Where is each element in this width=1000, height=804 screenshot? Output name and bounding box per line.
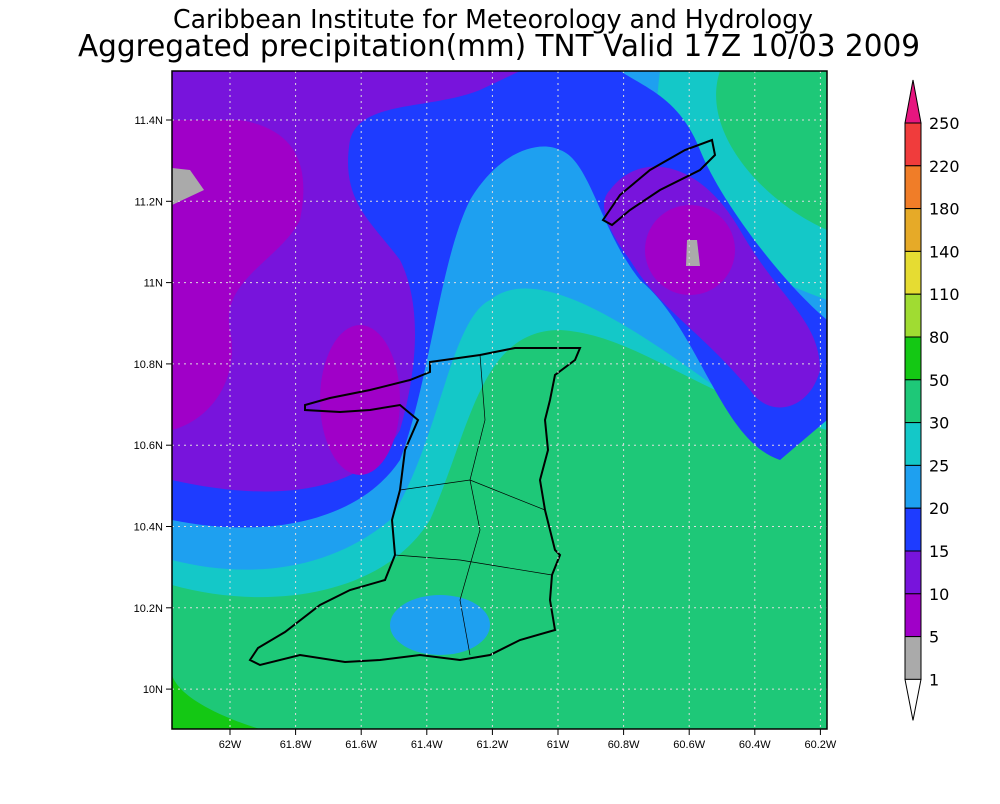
colorbar-label: 25 <box>929 456 949 475</box>
colorbar-label: 220 <box>929 157 960 176</box>
map-fill <box>172 71 827 729</box>
colorbar-label: 250 <box>929 114 960 133</box>
lon-tick-label: 61.6W <box>345 739 377 751</box>
lon-tick-label: 60.6W <box>673 739 705 751</box>
lon-tick-label: 62W <box>219 739 242 751</box>
colorbar-label: 110 <box>929 285 960 304</box>
colorbar-top <box>904 79 922 124</box>
colorbar-label: 30 <box>929 414 949 433</box>
lat-tick-label: 10.8N <box>134 359 163 371</box>
colorbar-label: 1 <box>929 670 939 689</box>
colorbar-box <box>904 550 922 595</box>
colorbar-box <box>904 636 922 680</box>
colorbar-label: 50 <box>929 371 949 390</box>
colorbar-label: 180 <box>929 200 960 219</box>
colorbar-label: 140 <box>929 242 960 261</box>
colorbar-bottom <box>904 678 922 721</box>
lon-tick-label: 61.2W <box>477 739 509 751</box>
colorbar-label: 80 <box>929 328 949 347</box>
colorbar-box <box>904 250 922 295</box>
lon-tick-label: 61.4W <box>411 739 443 751</box>
title: Caribbean Institute for Meteorology and … <box>173 5 813 35</box>
colorbar-label: 10 <box>929 585 949 604</box>
lat-tick-label: 10.6N <box>134 440 163 452</box>
lon-tick-label: 60.8W <box>608 739 640 751</box>
colorbar-box <box>904 293 922 338</box>
lat-tick-label: 10N <box>143 684 163 696</box>
lat-tick-label: 10.2N <box>134 603 163 615</box>
lat-tick-label: 11N <box>144 278 163 290</box>
colorbar-box <box>904 593 922 638</box>
colorbar-box <box>904 165 922 210</box>
colorbar-box <box>904 507 922 552</box>
lon-tick-label: 60.2W <box>805 739 837 751</box>
lon-tick-label: 61.8W <box>280 739 312 751</box>
colorbar-box <box>904 122 922 167</box>
lat-tick-label: 11.4N <box>134 115 163 127</box>
colorbar-label: 5 <box>929 628 939 647</box>
grid <box>172 71 827 729</box>
plot-frame <box>171 70 828 730</box>
lon-tick-label: 60.4W <box>739 739 771 751</box>
lon-tick-label: 61W <box>547 739 570 751</box>
colorbar-label: 15 <box>929 542 949 561</box>
lat-tick-label: 11.2N <box>134 196 163 208</box>
colorbar-box <box>904 422 922 466</box>
colorbar-box <box>904 336 922 381</box>
colorbar-label: 20 <box>929 499 949 518</box>
subtitle: Aggregated precipitation(mm) TNT Valid 1… <box>78 29 920 64</box>
colorbar-box <box>904 464 922 509</box>
colorbar-box <box>904 208 922 252</box>
colorbar-box <box>904 379 922 424</box>
lat-tick-label: 10.4N <box>134 522 163 534</box>
